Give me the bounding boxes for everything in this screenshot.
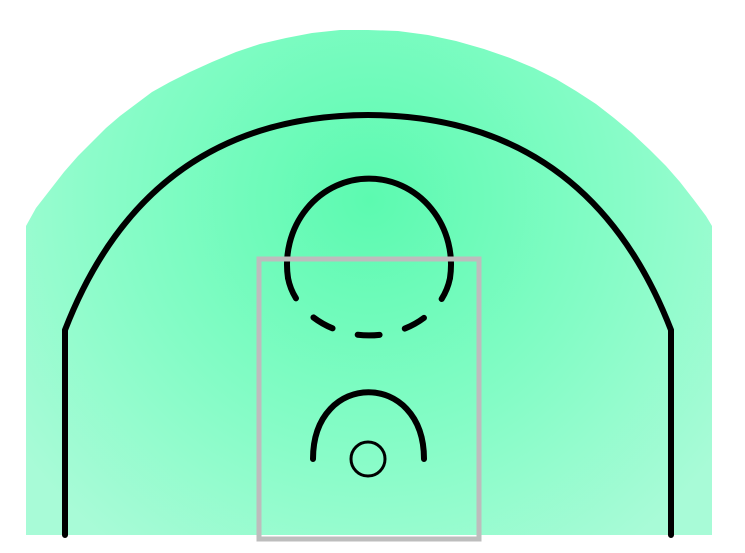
restricted-area-arc (310, 389, 427, 462)
free-throw-circle-top (284, 175, 454, 281)
paint-box (256, 256, 482, 542)
free-throw-circle-bottom-dashed (285, 275, 453, 339)
basket-rim (349, 440, 387, 478)
three-point-line (62, 111, 674, 538)
heat-zone (26, 30, 712, 535)
